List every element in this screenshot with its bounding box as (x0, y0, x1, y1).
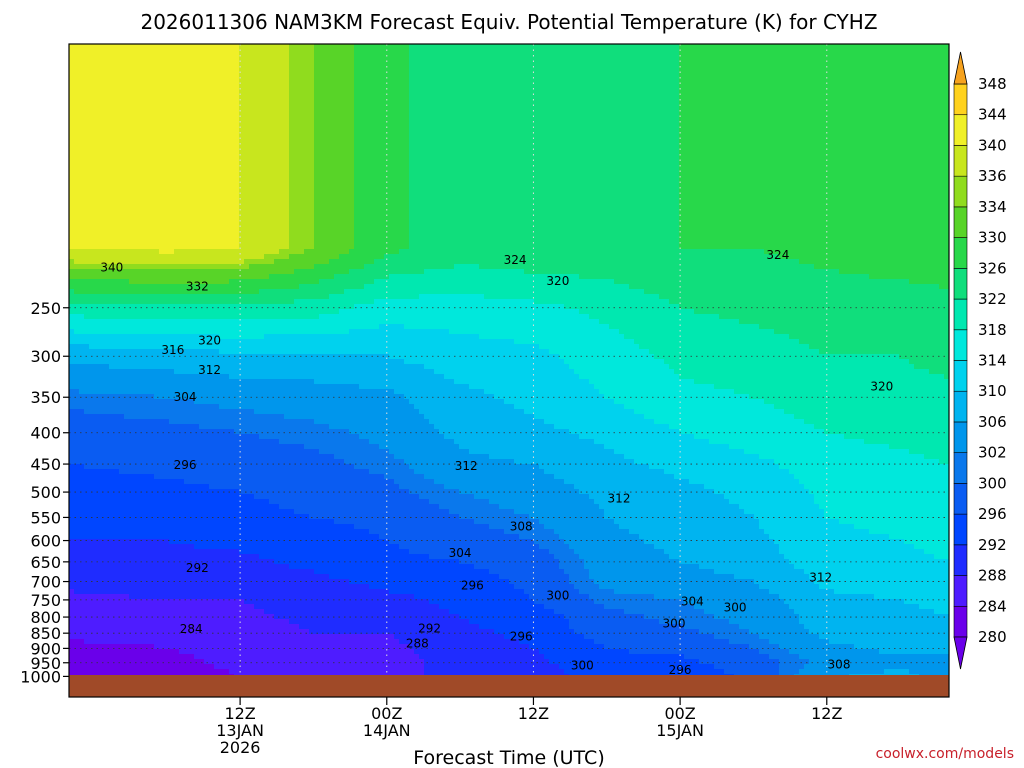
contour-label-320: 320 (198, 334, 221, 348)
colorbar-swatch (954, 238, 967, 269)
contour-label-316: 316 (161, 343, 184, 357)
colorbar-label-336: 336 (978, 167, 1007, 185)
contour-label-312: 312 (809, 570, 832, 584)
colorbar-swatch (954, 361, 967, 392)
contour-label-296: 296 (461, 579, 484, 593)
colorbar-label-302: 302 (978, 444, 1007, 462)
colorbar-label-326: 326 (978, 259, 1007, 277)
contour-label-308: 308 (510, 519, 533, 533)
colorbar-swatch (954, 483, 967, 514)
chart-title: 2026011306 NAM3KM Forecast Equiv. Potent… (140, 10, 877, 34)
colorbar-swatch (954, 606, 967, 637)
colorbar-swatch (954, 145, 967, 176)
colorbar-label-322: 322 (978, 290, 1007, 308)
y-tick-label-750: 750 (30, 591, 61, 610)
colorbar-swatch (954, 514, 967, 545)
contour-label-320: 320 (870, 379, 893, 393)
colorbar-label-344: 344 (978, 106, 1007, 124)
contour-label-288: 288 (406, 636, 429, 650)
colorbar-swatch (954, 422, 967, 453)
ground-surface (69, 675, 949, 697)
colorbar-label-280: 280 (978, 628, 1007, 646)
contour-label-300: 300 (571, 659, 594, 673)
y-axis-pressure: 2503003504004505005506006507007508008509… (20, 299, 69, 687)
colorbar-label-318: 318 (978, 321, 1007, 339)
colorbar-swatch (954, 84, 967, 115)
colorbar-label-348: 348 (978, 75, 1007, 93)
colorbar-label-284: 284 (978, 597, 1007, 615)
contour-label-340: 340 (100, 261, 123, 275)
colorbar-label-310: 310 (978, 382, 1007, 400)
contour-label-312: 312 (608, 491, 631, 505)
colorbar-label-288: 288 (978, 567, 1007, 585)
contour-label-324: 324 (766, 248, 789, 262)
colorbar-swatch (954, 176, 967, 207)
y-tick-label-1000: 1000 (20, 667, 61, 686)
x-tick-label: 15JAN (656, 721, 704, 740)
contour-label-324: 324 (504, 253, 527, 267)
contour-label-312: 312 (198, 363, 221, 377)
contour-label-292: 292 (186, 561, 209, 575)
colorbar-label-330: 330 (978, 229, 1007, 247)
x-tick-label: 2026 (220, 738, 261, 757)
colorbar-label-334: 334 (978, 198, 1007, 216)
x-tick-label: 12Z (518, 704, 549, 723)
y-tick-label-600: 600 (30, 532, 61, 551)
x-tick-label: 12Z (811, 704, 842, 723)
contour-label-300: 300 (724, 601, 747, 615)
colorbar-swatch (954, 453, 967, 484)
y-tick-label-350: 350 (30, 388, 61, 407)
colorbar-swatch (954, 115, 967, 146)
y-tick-label-700: 700 (30, 573, 61, 592)
contour-label-284: 284 (180, 622, 203, 636)
colorbar-label-300: 300 (978, 474, 1007, 492)
colorbar-swatch (954, 207, 967, 238)
contour-label-320: 320 (546, 274, 569, 288)
colorbar-swatch (954, 330, 967, 361)
colorbar-swatch (954, 299, 967, 330)
y-tick-label-500: 500 (30, 483, 61, 502)
y-tick-label-400: 400 (30, 424, 61, 443)
colorbar-swatch (954, 268, 967, 299)
y-tick-label-550: 550 (30, 508, 61, 527)
colorbar-max-arrow (954, 52, 967, 84)
colorbar-label-340: 340 (978, 136, 1007, 154)
contour-label-296: 296 (669, 663, 692, 677)
credit-link[interactable]: coolwx.com/models (876, 746, 1014, 762)
colorbar-swatch (954, 391, 967, 422)
colorbar-min-arrow (954, 637, 967, 669)
contour-label-308: 308 (828, 658, 851, 672)
colorbar-swatch (954, 576, 967, 607)
y-tick-label-300: 300 (30, 347, 61, 366)
colorbar-label-306: 306 (978, 413, 1007, 431)
colorbar: 280 284 288 292 296 300 302 306 310 314 318 322 326 3… (954, 52, 1007, 669)
y-tick-label-650: 650 (30, 553, 61, 572)
contour-label-300: 300 (663, 617, 686, 631)
contour-label-332: 332 (186, 280, 209, 294)
x-tick-label: 14JAN (363, 721, 411, 740)
colorbar-label-292: 292 (978, 536, 1007, 554)
contour-label-304: 304 (174, 390, 197, 404)
x-axis-label: Forecast Time (UTC) (413, 747, 604, 768)
contour-label-292: 292 (418, 621, 441, 635)
colorbar-label-296: 296 (978, 505, 1007, 523)
y-tick-label-250: 250 (30, 299, 61, 318)
colorbar-label-314: 314 (978, 352, 1007, 370)
y-tick-label-450: 450 (30, 455, 61, 474)
contour-label-312: 312 (455, 459, 478, 473)
contour-label-304: 304 (449, 546, 472, 560)
contour-label-304: 304 (681, 594, 704, 608)
contour-label-300: 300 (546, 589, 569, 603)
contour-label-296: 296 (510, 629, 533, 643)
colorbar-swatch (954, 545, 967, 576)
cross-section-chart: 2026011306 NAM3KM Forecast Equiv. Potent… (0, 0, 1024, 768)
contour-label-296: 296 (174, 458, 197, 472)
